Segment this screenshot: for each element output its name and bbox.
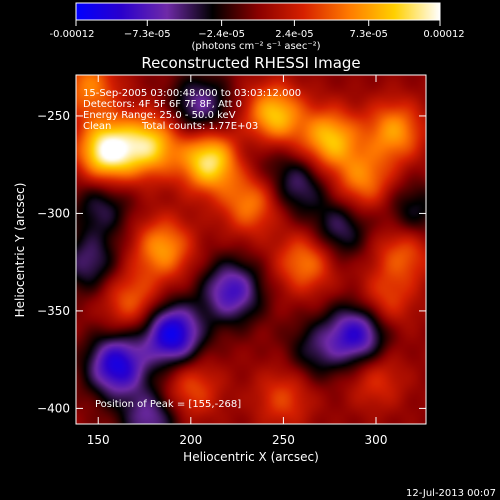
- y-axis-ticks: −250 −300 −350 −400: [37, 109, 426, 415]
- annotation-clean: Clean: [83, 121, 111, 132]
- plot-frame: [75, 74, 427, 425]
- y-tick-label: −300: [37, 206, 70, 220]
- colorbar-tick-label: 7.3e-05: [350, 29, 388, 40]
- x-axis-label: Heliocentric X (arcsec): [183, 450, 319, 464]
- y-tick-label: −250: [37, 109, 70, 123]
- annotation-peak: Position of Peak = [155,-268]: [95, 399, 241, 410]
- y-tick-label: −400: [37, 401, 70, 415]
- colorbar-tick-label: −2.4e-05: [198, 29, 245, 40]
- annotation-energy-range: Energy Range: 25.0 - 50.0 keV: [83, 110, 236, 121]
- x-tick-label: 300: [365, 433, 388, 447]
- chart-title: Reconstructed RHESSI Image: [141, 54, 360, 72]
- colorbar-unit-label: (photons cm⁻² s⁻¹ asec⁻²): [191, 41, 320, 52]
- x-tick-label: 150: [87, 433, 110, 447]
- colorbar-tick-label: −7.3e-05: [124, 29, 171, 40]
- footer-timestamp: 12-Jul-2013 00:07: [406, 488, 496, 499]
- heatmap-image: [76, 75, 426, 424]
- colorbar-ticks: -0.00012 −7.3e-05 −2.4e-05 2.4e-05 7.3e-05 0.…: [50, 20, 465, 40]
- colorbar: [75, 2, 441, 21]
- x-axis-ticks: 150 200 250 300: [87, 75, 388, 447]
- annotation-total-counts: Total counts: 1.77E+03: [141, 121, 258, 132]
- y-axis-label: Heliocentric Y (arcsec): [13, 183, 27, 318]
- annotation-time-range: 15-Sep-2005 03:00:48.000 to 03:03:12.000: [83, 88, 301, 99]
- colorbar-tick-label: 0.00012: [423, 29, 464, 40]
- colorbar-tick-label: -0.00012: [50, 29, 95, 40]
- x-tick-label: 200: [179, 433, 202, 447]
- y-tick-label: −350: [37, 304, 70, 318]
- colorbar-tick-label: 2.4e-05: [275, 29, 313, 40]
- annotation-detectors: Detectors: 4F 5F 6F 7F 8F, Att 0: [83, 99, 242, 110]
- x-tick-label: 250: [272, 433, 295, 447]
